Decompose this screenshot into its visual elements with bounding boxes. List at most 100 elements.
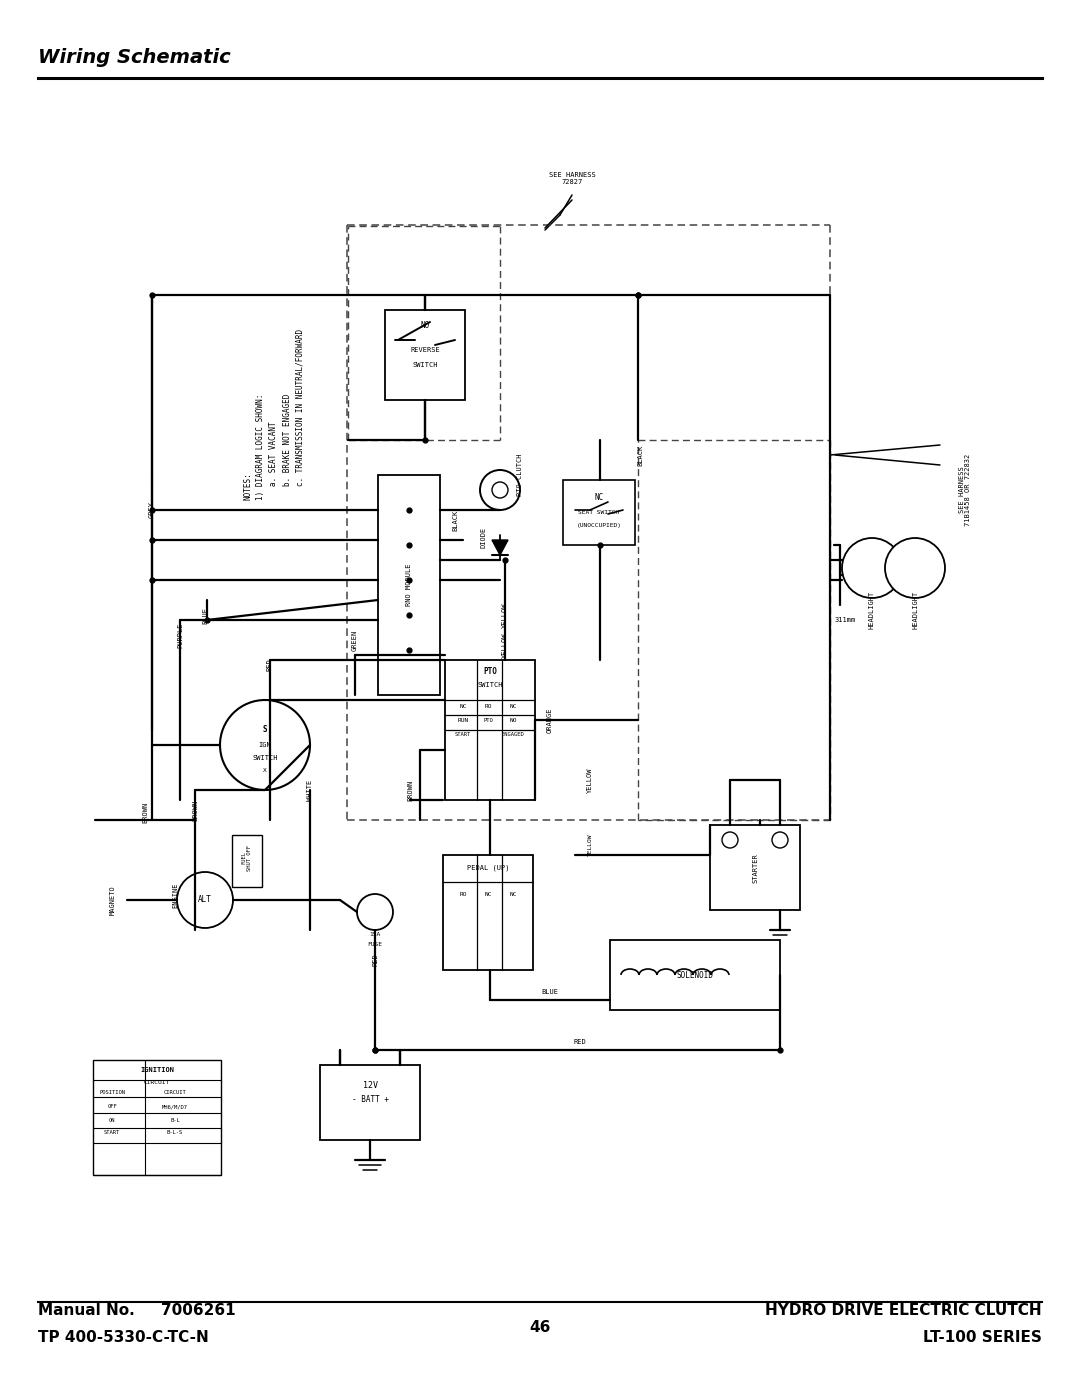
Bar — [563, 481, 635, 545]
Polygon shape — [492, 541, 508, 555]
Bar — [93, 1060, 221, 1175]
Text: NO: NO — [510, 718, 516, 722]
Text: YELLOW: YELLOW — [588, 834, 593, 856]
Text: BROWN: BROWN — [141, 802, 148, 823]
Text: B-L-S: B-L-S — [167, 1130, 184, 1136]
Text: b. BRAKE NOT ENGAGED: b. BRAKE NOT ENGAGED — [283, 394, 292, 500]
Text: START: START — [104, 1130, 120, 1136]
Text: IGN: IGN — [258, 742, 271, 747]
Text: ENGAGED: ENGAGED — [501, 732, 525, 736]
Text: PTO: PTO — [483, 668, 497, 676]
Bar — [320, 1065, 420, 1140]
Text: RUN: RUN — [457, 718, 469, 722]
Text: LT-100 SERIES: LT-100 SERIES — [923, 1330, 1042, 1345]
Text: GREY: GREY — [149, 502, 156, 518]
Text: RO: RO — [459, 893, 467, 897]
Text: ENGINE: ENGINE — [172, 883, 178, 908]
Text: RED: RED — [267, 658, 273, 672]
Bar — [232, 835, 262, 887]
Text: RO: RO — [484, 704, 491, 708]
Circle shape — [480, 469, 519, 510]
Circle shape — [885, 538, 945, 598]
Text: NOTES:: NOTES: — [243, 472, 253, 500]
Text: IGNITION: IGNITION — [140, 1067, 174, 1073]
Text: DIODE: DIODE — [480, 527, 486, 548]
Text: FUSE: FUSE — [367, 943, 382, 947]
Text: START: START — [455, 732, 471, 736]
Text: PTO: PTO — [483, 718, 492, 722]
Text: NC: NC — [510, 893, 516, 897]
Text: B-L: B-L — [171, 1118, 180, 1123]
Text: (UNOCCUPIED): (UNOCCUPIED) — [577, 522, 621, 528]
Text: 1) DIAGRAM LOGIC SHOWN:: 1) DIAGRAM LOGIC SHOWN: — [257, 394, 266, 500]
Text: CIRCUIT: CIRCUIT — [164, 1091, 187, 1095]
Circle shape — [492, 482, 508, 497]
Text: BLACK: BLACK — [637, 444, 643, 465]
Text: MH6/M/D7: MH6/M/D7 — [162, 1105, 188, 1109]
Text: NC: NC — [459, 704, 467, 708]
Text: RED: RED — [372, 954, 378, 967]
Text: a. SEAT VACANT: a. SEAT VACANT — [270, 422, 279, 500]
Text: SWITCH: SWITCH — [477, 682, 503, 687]
Text: BROWN: BROWN — [407, 780, 413, 800]
Text: YELLOW: YELLOW — [502, 633, 508, 658]
Text: BROWN: BROWN — [192, 799, 198, 820]
Text: SEAT SWITCH: SEAT SWITCH — [579, 510, 620, 514]
Text: SEE HARNESS
72827: SEE HARNESS 72827 — [549, 172, 595, 184]
Text: REVERSE: REVERSE — [410, 346, 440, 353]
Bar — [443, 855, 534, 970]
Text: MAGNETO: MAGNETO — [110, 886, 116, 915]
Text: SOLENOID: SOLENOID — [676, 971, 714, 979]
Circle shape — [357, 894, 393, 930]
Text: 12V: 12V — [363, 1080, 378, 1090]
Text: YELLOW: YELLOW — [502, 602, 508, 627]
Text: HEADLIGHT: HEADLIGHT — [869, 591, 875, 629]
Bar — [445, 659, 535, 800]
Text: 311mm: 311mm — [835, 617, 855, 623]
Text: TP 400-5330-C-TC-N: TP 400-5330-C-TC-N — [38, 1330, 208, 1345]
Text: 46: 46 — [529, 1320, 551, 1336]
Text: SWITCH: SWITCH — [413, 362, 437, 367]
Text: BLUE: BLUE — [541, 989, 558, 995]
Text: YELLOW: YELLOW — [588, 767, 593, 792]
Circle shape — [220, 700, 310, 789]
Text: ALT: ALT — [198, 895, 212, 904]
Text: RNO MODULE: RNO MODULE — [406, 564, 411, 606]
Text: NO: NO — [420, 321, 430, 331]
Text: PURPLE: PURPLE — [177, 622, 183, 648]
Text: GREEN: GREEN — [352, 630, 357, 651]
Circle shape — [842, 538, 902, 598]
Bar — [710, 826, 800, 909]
Bar — [384, 310, 465, 400]
Text: CIRCUIT: CIRCUIT — [144, 1080, 171, 1084]
Text: X: X — [264, 767, 267, 773]
Text: ON: ON — [109, 1118, 116, 1123]
Circle shape — [772, 833, 788, 848]
Text: PEDAL (UP): PEDAL (UP) — [467, 865, 510, 872]
Text: POSITION: POSITION — [99, 1091, 125, 1095]
Text: WHITE: WHITE — [307, 780, 313, 800]
Text: S: S — [262, 725, 268, 735]
Text: FUEL
SHUT OFF: FUEL SHUT OFF — [242, 845, 253, 870]
Circle shape — [723, 833, 738, 848]
Text: Manual No.     7006261: Manual No. 7006261 — [38, 1303, 235, 1317]
Text: - BATT +: - BATT + — [351, 1095, 389, 1105]
Bar — [378, 475, 440, 694]
Text: OFF: OFF — [107, 1105, 117, 1109]
Text: HEADLIGHT: HEADLIGHT — [912, 591, 918, 629]
Text: SEE HARNESS
71B1458 OR 722832: SEE HARNESS 71B1458 OR 722832 — [959, 454, 972, 527]
Text: STARTER: STARTER — [752, 854, 758, 883]
Text: BLACK: BLACK — [453, 510, 458, 531]
Text: HYDRO DRIVE ELECTRIC CLUTCH: HYDRO DRIVE ELECTRIC CLUTCH — [766, 1303, 1042, 1317]
Bar — [610, 940, 780, 1010]
Text: SWITCH: SWITCH — [253, 754, 278, 761]
Text: c. TRANSMISSION IN NEUTRAL/FORWARD: c. TRANSMISSION IN NEUTRAL/FORWARD — [296, 328, 305, 500]
Text: Wiring Schematic: Wiring Schematic — [38, 47, 231, 67]
Text: NC: NC — [594, 493, 604, 503]
Text: BLUE: BLUE — [202, 606, 208, 623]
Text: NC: NC — [510, 704, 516, 708]
Text: NC: NC — [484, 893, 491, 897]
Text: ORANGE: ORANGE — [546, 707, 553, 733]
Text: RED: RED — [573, 1039, 586, 1045]
Text: 15A: 15A — [369, 933, 380, 937]
